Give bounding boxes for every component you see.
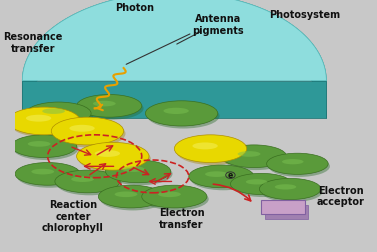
Ellipse shape bbox=[55, 170, 120, 193]
Ellipse shape bbox=[53, 120, 126, 147]
Ellipse shape bbox=[146, 101, 218, 126]
Ellipse shape bbox=[57, 173, 122, 195]
Ellipse shape bbox=[17, 165, 82, 188]
Ellipse shape bbox=[26, 102, 91, 125]
Ellipse shape bbox=[122, 166, 145, 172]
Ellipse shape bbox=[261, 181, 323, 202]
Ellipse shape bbox=[78, 145, 151, 173]
Ellipse shape bbox=[267, 153, 328, 174]
Ellipse shape bbox=[174, 135, 247, 163]
Ellipse shape bbox=[158, 192, 181, 197]
Ellipse shape bbox=[15, 163, 80, 185]
Ellipse shape bbox=[232, 176, 294, 197]
Ellipse shape bbox=[31, 169, 54, 174]
Ellipse shape bbox=[268, 156, 330, 177]
Text: Antenna
pigments: Antenna pigments bbox=[192, 14, 244, 36]
Text: Photon: Photon bbox=[115, 3, 154, 13]
Ellipse shape bbox=[13, 137, 78, 160]
Ellipse shape bbox=[28, 141, 51, 147]
Ellipse shape bbox=[93, 101, 116, 106]
Polygon shape bbox=[22, 0, 326, 81]
Ellipse shape bbox=[10, 110, 82, 137]
Ellipse shape bbox=[191, 168, 256, 190]
Ellipse shape bbox=[221, 145, 287, 168]
Ellipse shape bbox=[8, 107, 80, 135]
Text: e: e bbox=[228, 171, 233, 180]
Ellipse shape bbox=[238, 151, 261, 157]
Ellipse shape bbox=[42, 108, 65, 114]
Ellipse shape bbox=[100, 188, 165, 210]
Ellipse shape bbox=[69, 125, 95, 132]
Ellipse shape bbox=[246, 179, 267, 184]
Ellipse shape bbox=[164, 108, 189, 114]
Ellipse shape bbox=[77, 94, 142, 117]
Polygon shape bbox=[22, 0, 326, 118]
Ellipse shape bbox=[282, 159, 303, 164]
Ellipse shape bbox=[28, 105, 93, 127]
Text: Photosystem: Photosystem bbox=[269, 10, 340, 20]
Text: Electron
acceptor: Electron acceptor bbox=[317, 186, 365, 207]
Ellipse shape bbox=[106, 160, 171, 183]
Ellipse shape bbox=[147, 103, 219, 129]
Ellipse shape bbox=[78, 97, 144, 120]
Polygon shape bbox=[22, 81, 326, 118]
Ellipse shape bbox=[176, 137, 248, 165]
Text: Electron
transfer: Electron transfer bbox=[159, 208, 204, 230]
Ellipse shape bbox=[77, 142, 149, 170]
Polygon shape bbox=[261, 200, 305, 214]
Ellipse shape bbox=[51, 117, 124, 145]
Text: Resonance
transfer: Resonance transfer bbox=[3, 32, 63, 54]
Ellipse shape bbox=[142, 185, 207, 208]
Ellipse shape bbox=[223, 147, 288, 170]
Ellipse shape bbox=[259, 178, 321, 200]
Ellipse shape bbox=[192, 142, 218, 149]
Ellipse shape bbox=[98, 185, 164, 208]
Ellipse shape bbox=[205, 171, 228, 177]
Ellipse shape bbox=[11, 135, 77, 158]
Ellipse shape bbox=[189, 165, 254, 188]
Ellipse shape bbox=[144, 188, 209, 210]
Ellipse shape bbox=[275, 184, 296, 190]
Ellipse shape bbox=[115, 192, 137, 197]
Ellipse shape bbox=[230, 173, 292, 195]
Ellipse shape bbox=[26, 115, 51, 122]
Ellipse shape bbox=[95, 150, 120, 157]
Ellipse shape bbox=[107, 163, 173, 185]
Ellipse shape bbox=[71, 176, 94, 182]
Polygon shape bbox=[265, 205, 308, 219]
Text: Reaction
center
chlorophyll: Reaction center chlorophyll bbox=[42, 200, 104, 233]
